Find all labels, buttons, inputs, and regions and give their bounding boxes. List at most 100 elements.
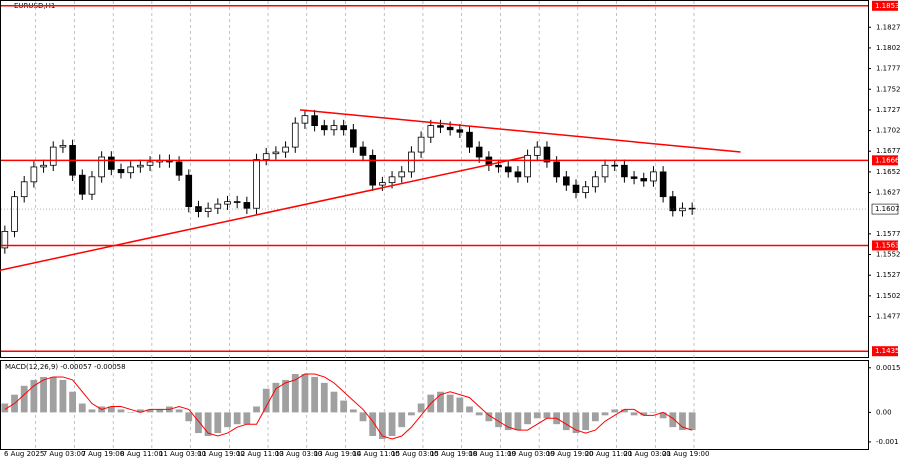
macd-bar <box>136 409 144 413</box>
candle-body <box>214 203 222 209</box>
macd-bar <box>533 412 541 419</box>
macd-bar <box>688 412 696 431</box>
candle-body <box>388 176 396 184</box>
macd-bar <box>330 391 338 413</box>
candle-body <box>243 202 251 209</box>
candle-body <box>20 181 28 198</box>
y-tick-label: 1.1802 <box>876 44 900 52</box>
candle-body <box>582 186 589 193</box>
y-tick-label: 1.1677 <box>876 147 900 155</box>
candle-body <box>233 201 241 203</box>
level-label: 1.1563 <box>875 241 900 249</box>
level-label-box <box>872 0 898 11</box>
candle-body <box>379 182 386 186</box>
candle-body <box>253 159 260 209</box>
macd-bar <box>1 403 9 413</box>
candle-body <box>49 146 57 166</box>
macd-bar <box>621 409 628 413</box>
x-tick-label: 11 Aug 19:00 <box>198 450 245 458</box>
candle-body <box>446 126 454 131</box>
current-price-label: 1.1607 <box>875 205 900 213</box>
candle-body <box>640 178 648 182</box>
candle-body <box>369 154 377 186</box>
candle-body <box>1 230 9 249</box>
macd-bar <box>224 412 231 428</box>
candle-body <box>30 166 38 183</box>
macd-bar <box>243 412 251 425</box>
candle-body <box>330 125 338 131</box>
candle-body <box>679 207 686 212</box>
x-tick-label: 21 Aug 19:00 <box>662 450 709 458</box>
x-tick-label: 19 Aug 19:00 <box>546 450 593 458</box>
x-tick-label: 8 Aug 11:00 <box>120 450 163 458</box>
candle-body <box>291 122 299 148</box>
candle-body <box>514 171 522 178</box>
macd-frame <box>0 360 869 450</box>
macd-bar <box>475 412 483 416</box>
macd-bar <box>630 412 638 416</box>
macd-bar <box>640 412 648 416</box>
level-label-box <box>872 346 898 357</box>
candle-body <box>301 115 309 124</box>
y-tick-label: 1.1827 <box>876 23 900 31</box>
macd-bar <box>30 379 38 413</box>
macd-bar <box>611 409 619 413</box>
x-tick-label: 13 Aug 19:00 <box>314 450 361 458</box>
macd-bar <box>669 412 677 428</box>
macd-bar <box>156 409 164 413</box>
candle-body <box>533 146 541 156</box>
macd-bar <box>127 412 135 413</box>
candle-body <box>475 146 483 158</box>
candle-body <box>59 145 67 148</box>
candle-body <box>185 174 193 207</box>
macd-bar <box>311 376 319 413</box>
y-tick-label: 1.1502 <box>876 292 900 300</box>
macd-bar <box>388 412 396 437</box>
candle-body <box>108 156 115 170</box>
candle-body <box>572 184 580 193</box>
macd-bar <box>369 412 377 437</box>
x-tick-label: 12 Aug 11:00 <box>236 450 283 458</box>
x-tick-label: 13 Aug 03:00 <box>275 450 322 458</box>
macd-bar <box>117 409 125 413</box>
candle-body <box>78 174 86 195</box>
macd-bar <box>272 382 280 413</box>
level-label: 1.1666 <box>875 156 900 164</box>
y-tick-label: 1.1702 <box>876 127 900 135</box>
macd-bar <box>40 376 47 413</box>
macd-bar <box>146 409 154 413</box>
x-tick-label: 7 Aug 19:00 <box>81 450 124 458</box>
macd-bar <box>253 406 260 413</box>
macd-bar <box>408 412 415 416</box>
candle-body <box>437 125 444 128</box>
macd-bar <box>204 412 212 437</box>
candle-body <box>630 176 638 179</box>
level-label: 1.1853 <box>875 2 900 10</box>
candle-body <box>117 169 125 174</box>
candle-body <box>204 207 212 212</box>
macd-bar <box>572 412 580 434</box>
candle-body <box>224 201 231 205</box>
candle-body <box>350 129 357 148</box>
level-label-box <box>872 155 898 166</box>
macd-bar <box>340 400 348 413</box>
current-price-box <box>871 203 899 215</box>
macd-bar <box>514 412 522 431</box>
y-tick-label: 1.1752 <box>876 85 900 93</box>
y-tick-label: 0.00 <box>876 408 892 416</box>
y-tick-label: 1.1577 <box>876 230 900 238</box>
macd-bar <box>214 412 222 434</box>
candle-body <box>650 171 657 182</box>
candle-body <box>495 164 502 168</box>
macd-bar <box>485 412 493 422</box>
x-tick-label: 20 Aug 11:00 <box>585 450 632 458</box>
candle-body <box>524 154 531 178</box>
macd-bar <box>562 412 570 431</box>
macd-bar <box>591 412 599 422</box>
y-tick-label: 1.1477 <box>876 313 900 321</box>
macd-bar <box>437 391 444 413</box>
macd-bar <box>504 412 512 431</box>
macd-bar <box>495 412 502 428</box>
y-tick-label: -0.001 <box>876 438 899 446</box>
